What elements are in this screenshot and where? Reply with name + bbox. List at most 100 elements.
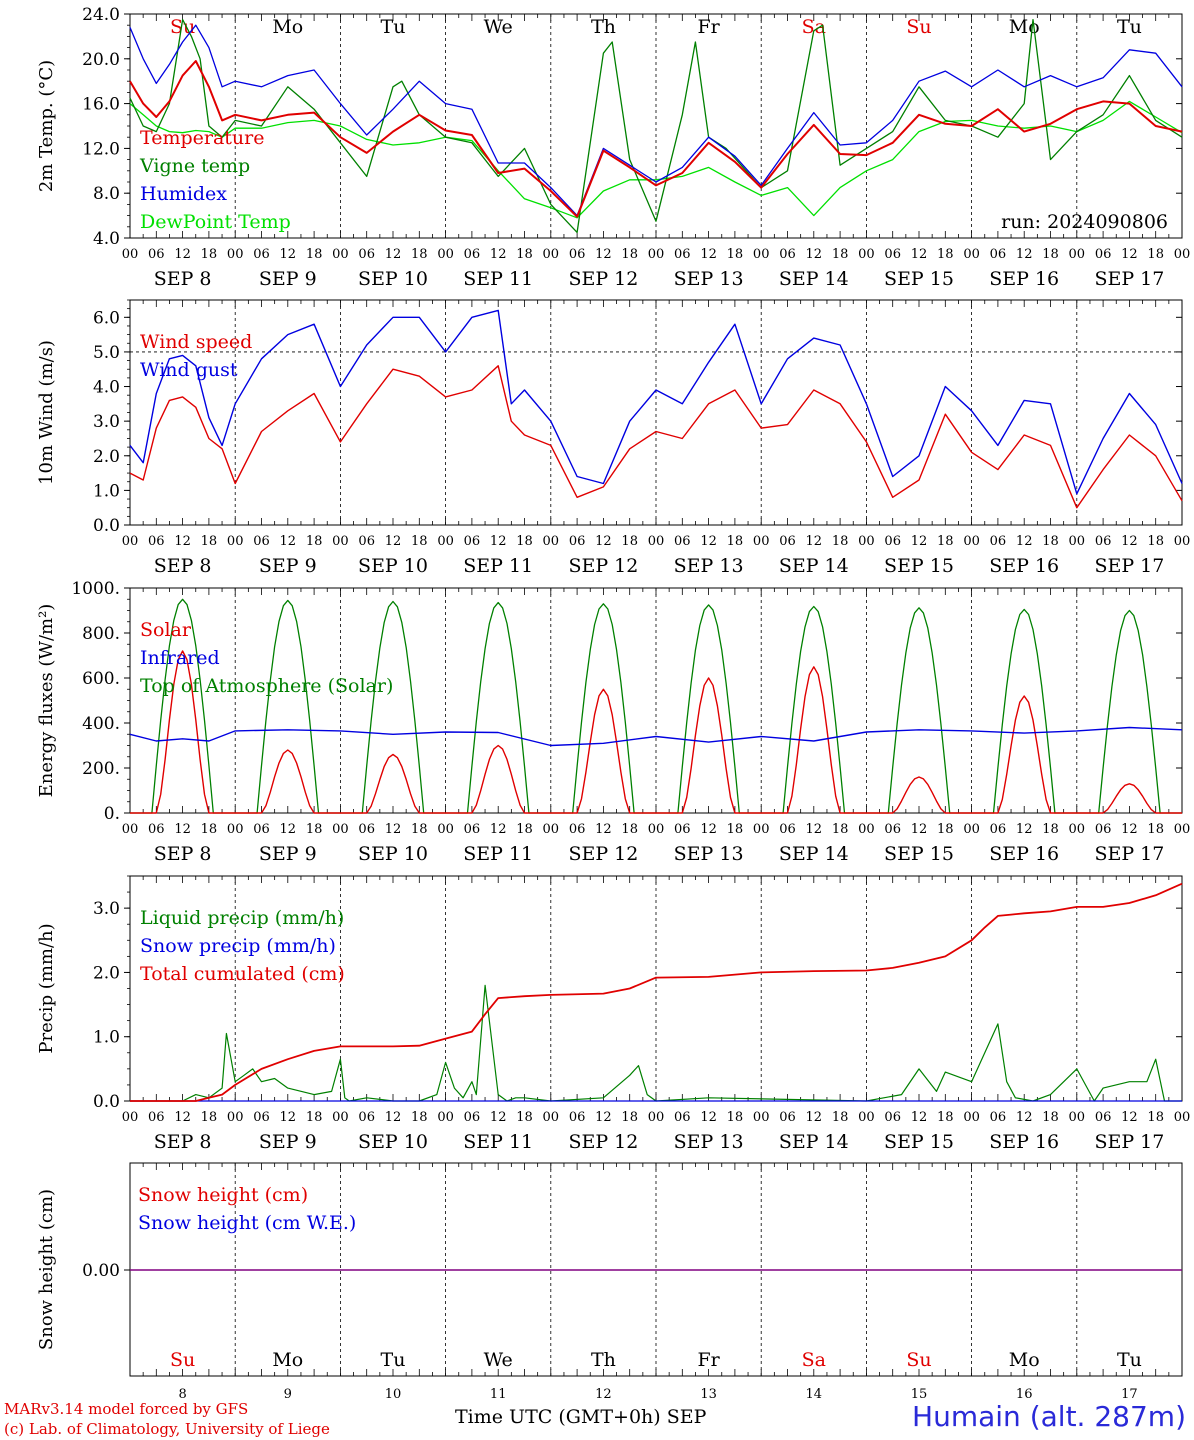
- x-hour-label: 18: [727, 534, 744, 549]
- x-hour-label: 06: [674, 247, 691, 262]
- x-hour-label: 12: [280, 534, 297, 549]
- x-hour-label: 12: [490, 247, 507, 262]
- credit-model: MARv3.14 model forced by GFS: [4, 1400, 249, 1418]
- x-hour-label: 12: [700, 534, 717, 549]
- weekday-label-bottom: Tu: [1117, 1349, 1142, 1371]
- x-hour-label: 06: [148, 247, 165, 262]
- x-date-label: SEP 14: [779, 555, 849, 577]
- x-hour-label: 06: [884, 534, 901, 549]
- bottom-day-label: 17: [1121, 1387, 1138, 1402]
- x-hour-label: 06: [569, 534, 586, 549]
- legend-entry: Temperature: [140, 127, 264, 149]
- x-hour-label: 18: [1147, 1110, 1164, 1125]
- x-hour-label: 00: [648, 1110, 665, 1125]
- y-tick-label: 4.0: [93, 229, 120, 249]
- x-date-label: SEP 10: [358, 1131, 428, 1153]
- y-tick-label: 6.0: [93, 308, 120, 328]
- legend-entry: Solar: [140, 619, 192, 641]
- x-hour-label: 00: [1069, 534, 1086, 549]
- legend-entry: DewPoint Temp: [140, 211, 291, 233]
- bottom-day-label: 14: [806, 1387, 823, 1402]
- x-hour-label: 18: [516, 534, 533, 549]
- x-hour-label: 18: [411, 822, 428, 837]
- x-hour-label: 00: [1174, 822, 1191, 837]
- x-hour-label: 00: [437, 247, 454, 262]
- bottom-day-label: 13: [700, 1387, 717, 1402]
- x-hour-label: 06: [148, 534, 165, 549]
- x-hour-label: 00: [1174, 534, 1191, 549]
- x-date-label: SEP 15: [884, 1131, 954, 1153]
- x-hour-label: 00: [122, 1110, 139, 1125]
- series-line-humidex: [129, 24, 1183, 217]
- x-hour-label: 00: [753, 247, 770, 262]
- legend-entry: Vigne temp: [139, 155, 250, 177]
- x-hour-label: 18: [621, 822, 638, 837]
- x-hour-label: 06: [569, 822, 586, 837]
- x-hour-label: 06: [1095, 247, 1112, 262]
- bottom-day-label: 10: [385, 1387, 402, 1402]
- x-hour-label: 06: [464, 822, 481, 837]
- x-date-label: SEP 9: [259, 268, 317, 290]
- x-hour-label: 18: [1042, 247, 1059, 262]
- series-line-vigne-temp: [129, 18, 1183, 234]
- x-hour-label: 00: [1174, 247, 1191, 262]
- x-hour-label: 18: [411, 534, 428, 549]
- x-date-label: SEP 16: [989, 1131, 1059, 1153]
- weekday-label-top: Fr: [697, 16, 720, 38]
- run-label: run: 2024090806: [1001, 211, 1168, 233]
- x-hour-label: 12: [1016, 1110, 1033, 1125]
- weekday-label-bottom: Mo: [272, 1349, 303, 1371]
- x-hour-label: 06: [779, 534, 796, 549]
- legend-entry: Snow precip (mm/h): [140, 935, 336, 957]
- y-axis-label: 2m Temp. (°C): [36, 60, 57, 192]
- x-date-label: SEP 13: [674, 843, 744, 865]
- x-hour-label: 00: [437, 822, 454, 837]
- x-date-label: SEP 8: [154, 843, 212, 865]
- x-hour-label: 00: [543, 247, 560, 262]
- x-hour-label: 00: [963, 247, 980, 262]
- x-hour-label: 12: [1121, 247, 1138, 262]
- x-hour-label: 06: [779, 247, 796, 262]
- x-date-label: SEP 10: [358, 268, 428, 290]
- x-date-label: SEP 15: [884, 843, 954, 865]
- x-hour-label: 00: [227, 534, 244, 549]
- x-hour-label: 06: [1095, 822, 1112, 837]
- credit-lab: (c) Lab. of Climatology, University of L…: [4, 1420, 330, 1438]
- series-line-solar: [130, 650, 1182, 814]
- x-hour-label: 06: [1095, 534, 1112, 549]
- x-date-label: SEP 10: [358, 555, 428, 577]
- x-hour-label: 18: [1147, 247, 1164, 262]
- series-line-wind-gust: [129, 309, 1183, 495]
- legend-entry: Snow height (cm W.E.): [138, 1212, 356, 1234]
- x-hour-label: 18: [727, 247, 744, 262]
- legend-entry: Infrared: [140, 647, 220, 669]
- x-hour-label: 06: [674, 822, 691, 837]
- x-hour-label: 06: [464, 1110, 481, 1125]
- x-date-label: SEP 12: [568, 268, 638, 290]
- x-date-label: SEP 10: [358, 843, 428, 865]
- weekday-label-top: Th: [591, 16, 616, 38]
- panel-frame: [129, 299, 1183, 526]
- y-tick-label: 20.0: [82, 50, 120, 70]
- bottom-day-label: 8: [178, 1387, 186, 1402]
- x-date-label: SEP 8: [154, 268, 212, 290]
- x-hour-label: 00: [753, 1110, 770, 1125]
- x-hour-label: 06: [464, 534, 481, 549]
- x-hour-label: 18: [201, 1110, 218, 1125]
- x-hour-label: 06: [674, 1110, 691, 1125]
- x-hour-label: 00: [437, 1110, 454, 1125]
- x-hour-label: 18: [411, 247, 428, 262]
- legend-entry: Wind speed: [140, 331, 252, 353]
- x-hour-label: 00: [227, 1110, 244, 1125]
- x-hour-label: 06: [779, 822, 796, 837]
- x-hour-label: 18: [621, 534, 638, 549]
- x-date-label: SEP 17: [1094, 1131, 1164, 1153]
- x-hour-label: 00: [963, 534, 980, 549]
- x-hour-label: 00: [753, 822, 770, 837]
- x-hour-label: 06: [1095, 1110, 1112, 1125]
- legend-entry: Snow height (cm): [138, 1184, 308, 1206]
- series-line-temperature: [129, 60, 1183, 218]
- x-hour-label: 12: [911, 534, 928, 549]
- x-hour-label: 00: [543, 534, 560, 549]
